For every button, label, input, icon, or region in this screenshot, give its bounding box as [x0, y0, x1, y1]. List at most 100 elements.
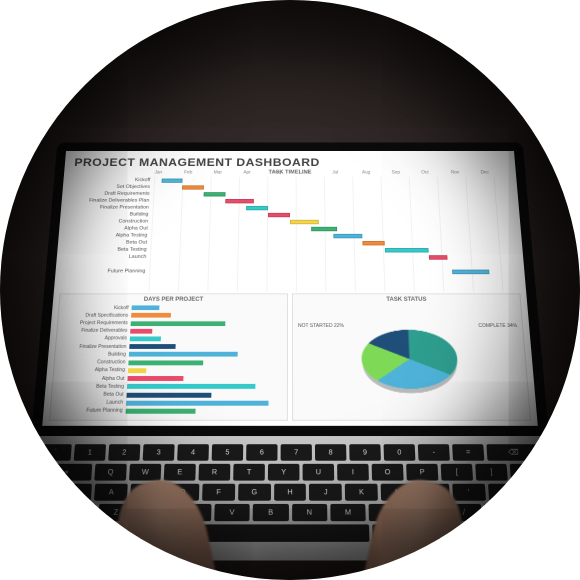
key[interactable]: A — [94, 484, 128, 501]
key[interactable]: 2 — [108, 445, 140, 462]
gantt-bar — [268, 213, 290, 217]
days-row: Approvals — [59, 336, 284, 343]
legend-not-started: NOT STARTED 22% — [298, 324, 344, 330]
gantt-bar — [333, 234, 362, 238]
gantt-month: Sep — [392, 171, 422, 176]
key[interactable]: I — [337, 464, 369, 481]
days-row: Building — [58, 352, 284, 359]
dashboard-title: PROJECT MANAGEMENT DASHBOARD — [64, 151, 515, 170]
days-row: Future Planning — [53, 408, 283, 415]
days-bar — [129, 353, 238, 358]
key[interactable]: ` — [39, 445, 72, 462]
key[interactable]: 1 — [74, 445, 106, 462]
days-bar — [127, 385, 256, 390]
days-row: Launch — [54, 400, 284, 407]
key[interactable]: ⇪ — [36, 484, 93, 501]
days-row-label: Construction — [58, 360, 129, 366]
days-row-label: Alpha Testing — [57, 368, 128, 374]
gantt-month: Nov — [451, 171, 481, 176]
key[interactable]: 5 — [212, 445, 244, 462]
key[interactable]: \ — [510, 464, 543, 481]
key[interactable]: W — [129, 464, 161, 481]
keyboard-base: `1234567890-=⌫⇥QWERTYUIOP[]\⇪ASDFGHJKL;'… — [20, 436, 561, 561]
key[interactable]: ▼ — [479, 525, 513, 542]
key[interactable]: ⇧ — [484, 504, 546, 521]
days-row-label: Finalize Presentation — [59, 344, 130, 350]
days-row-label: Draft Specifications — [61, 313, 131, 319]
key[interactable]: T — [233, 464, 265, 481]
circular-frame: PROJECT MANAGEMENT DASHBOARD TASK TIMELI… — [0, 0, 580, 580]
key[interactable]: 7 — [281, 445, 312, 462]
key[interactable]: E — [164, 464, 196, 481]
days-row: Construction — [58, 359, 284, 366]
days-bar — [128, 361, 203, 366]
days-bar — [131, 321, 226, 326]
days-bar — [127, 377, 184, 382]
days-row-label: Launch — [54, 400, 126, 406]
laptop: PROJECT MANAGEMENT DASHBOARD TASK TIMELI… — [20, 143, 561, 561]
gantt-month: Feb — [184, 171, 214, 176]
key[interactable]: ⇥ — [37, 464, 92, 481]
task-status-panel: TASK STATUS COMPLETE 34% NOT STARTED 22% — [292, 294, 531, 421]
gantt-row-label: Future Planning — [61, 268, 149, 275]
days-row: Finalize Deliverables — [60, 328, 284, 335]
key[interactable]: ⌃ — [68, 525, 102, 542]
key[interactable]: = — [452, 445, 484, 462]
days-row-label: Beta Out — [55, 392, 127, 398]
key[interactable]: Q — [94, 464, 127, 481]
key[interactable]: fn — [32, 525, 66, 542]
key[interactable]: F — [202, 484, 235, 501]
key[interactable]: ' — [452, 484, 486, 501]
days-row: Beta Testing — [55, 383, 283, 390]
key[interactable]: O — [372, 464, 404, 481]
gantt-bar — [290, 220, 319, 224]
days-row-label: Alpha Out — [56, 376, 127, 382]
key[interactable]: - — [418, 445, 450, 462]
days-row: Alpha Out — [56, 375, 284, 382]
key[interactable]: H — [274, 484, 307, 501]
gantt-chart: KickoffSet ObjectivesDraft RequirementsF… — [54, 177, 526, 292]
days-row-label: Beta Testing — [56, 384, 128, 390]
gantt-bar — [311, 227, 336, 231]
key[interactable]: 9 — [349, 445, 381, 462]
days-bar — [131, 306, 159, 311]
key[interactable]: P — [406, 464, 438, 481]
key[interactable]: B — [253, 504, 289, 521]
key[interactable]: ] — [475, 464, 508, 481]
gantt-month: Jan — [154, 171, 184, 176]
key[interactable]: M — [330, 504, 366, 521]
key[interactable]: [ — [441, 464, 473, 481]
key[interactable]: ▶ — [514, 525, 548, 542]
days-row: Kickoff — [62, 305, 284, 312]
gantt-month: May — [273, 171, 303, 176]
days-bar — [128, 368, 147, 373]
key[interactable]: Y — [268, 464, 300, 481]
key[interactable]: ⌫ — [486, 445, 540, 462]
days-row: Draft Specifications — [61, 313, 284, 320]
keyboard-row: ⇧ZXCVBNM,./⇧ — [34, 504, 546, 521]
key[interactable]: V — [214, 504, 250, 521]
key[interactable]: 8 — [315, 445, 346, 462]
days-row: Finalize Presentation — [59, 344, 284, 351]
days-row-label: Future Planning — [54, 409, 126, 415]
pie-chart — [360, 330, 458, 389]
legend-complete: COMPLETE 34% — [478, 324, 517, 330]
key[interactable]: 4 — [177, 445, 209, 462]
key[interactable]: 0 — [384, 445, 416, 462]
key[interactable]: K — [345, 484, 378, 501]
gantt-month: Dec — [480, 171, 510, 176]
gantt-bar — [429, 256, 448, 260]
key[interactable]: 3 — [143, 445, 175, 462]
key[interactable]: ⏎ — [488, 484, 545, 501]
key[interactable]: G — [238, 484, 271, 501]
days-bar — [131, 314, 171, 319]
key[interactable]: J — [309, 484, 342, 501]
days-bar — [130, 329, 152, 334]
pie-wrap: COMPLETE 34% NOT STARTED 22% — [296, 305, 527, 415]
key[interactable]: ⇧ — [34, 504, 96, 521]
key[interactable]: 6 — [246, 445, 277, 462]
key[interactable]: U — [303, 464, 335, 481]
key[interactable]: N — [292, 504, 328, 521]
key[interactable]: R — [198, 464, 230, 481]
days-bar — [126, 393, 211, 398]
